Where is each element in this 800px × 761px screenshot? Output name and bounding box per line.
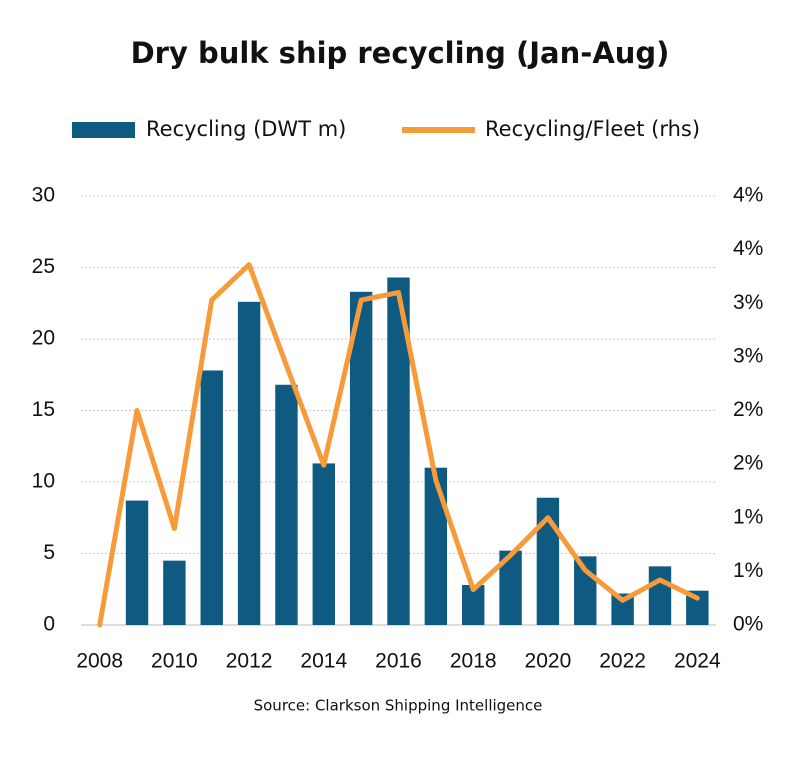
bar (686, 590, 709, 625)
bar (611, 593, 634, 625)
legend-label: Recycling (DWT m) (146, 117, 346, 141)
y-tick-label: 25 (32, 255, 55, 278)
bar (275, 384, 298, 625)
bar (163, 560, 186, 625)
y2-tick-label: 2% (733, 398, 763, 421)
x-tick-label: 2014 (300, 650, 347, 673)
y2-tick-label: 2% (733, 452, 763, 475)
bar (312, 463, 335, 625)
bar (462, 584, 485, 625)
x-tick-label: 2022 (599, 650, 646, 673)
bar (125, 500, 149, 625)
x-tick-label: 2024 (674, 650, 721, 673)
x-tick-label: 2018 (450, 650, 497, 673)
y-tick-label: 30 (32, 184, 55, 207)
x-tick-label: 2020 (525, 650, 572, 673)
chart-title: Dry bulk ship recycling (Jan-Aug) (131, 36, 670, 70)
y-tick-label: 20 (32, 327, 55, 350)
y-tick-label: 15 (32, 398, 55, 421)
bar (648, 566, 672, 625)
source-note: Source: Clarkson Shipping Intelligence (254, 697, 543, 715)
bar (200, 370, 223, 625)
x-tick-label: 2008 (76, 650, 123, 673)
y2-tick-label: 3% (733, 344, 763, 367)
line (97, 262, 700, 628)
legend-label: Recycling/Fleet (rhs) (485, 117, 700, 141)
bar (237, 301, 261, 625)
bar (387, 277, 410, 625)
y2-tick-label: 0% (733, 613, 763, 636)
bar (424, 467, 448, 625)
x-tick-label: 2016 (375, 650, 422, 673)
x-tick-label: 2010 (151, 650, 198, 673)
bar (349, 291, 373, 625)
y2-tick-label: 4% (733, 237, 763, 260)
y2-tick-label: 3% (733, 291, 763, 314)
legend-swatch (72, 122, 135, 138)
y2-tick-label: 1% (733, 505, 763, 528)
y-tick-label: 5 (43, 541, 55, 564)
x-tick-label: 2012 (226, 650, 273, 673)
y2-tick-label: 1% (733, 559, 763, 582)
y-tick-label: 0 (43, 613, 55, 636)
y2-tick-label: 4% (733, 184, 763, 207)
bar (499, 550, 522, 625)
y-tick-label: 10 (32, 470, 55, 493)
